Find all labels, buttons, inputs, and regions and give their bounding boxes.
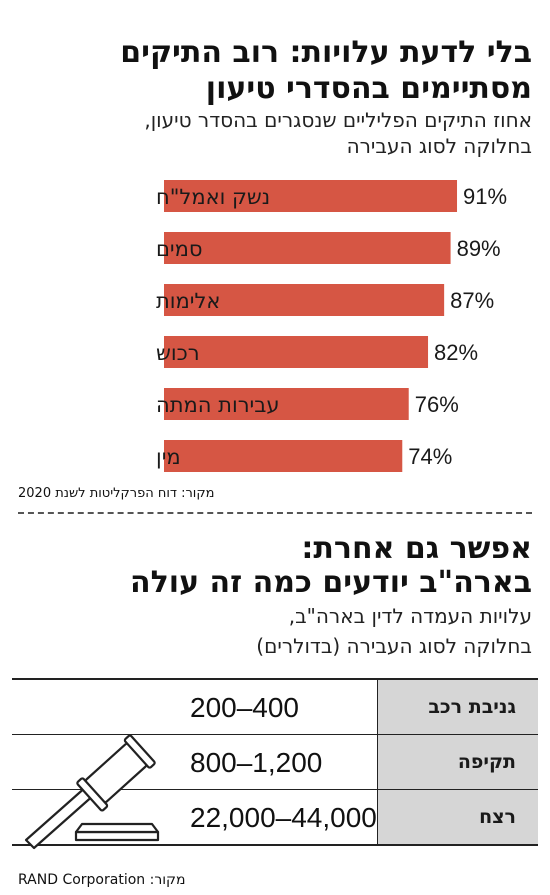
bar-category-label: רכוש xyxy=(156,341,200,365)
bar-category-label: סמים xyxy=(156,237,203,261)
table-row-label: תקיפה xyxy=(378,735,538,789)
section2-subtitle-line2: בחלוקה לסוג העבירה (בדולרים) xyxy=(256,634,532,658)
section2-title-line2: בארה"ב יודעים כמה זה עולה xyxy=(130,565,532,600)
chart-title-line2: מסתיימים בהסדרי טיעון xyxy=(205,71,532,106)
chart-subtitle-line1: אחוז התיקים הפליליים שנסגרים בהסדר טיעון… xyxy=(144,108,532,132)
section2-title-line1: אפשר גם אחרת: xyxy=(301,531,532,566)
bar-value-label: 87% xyxy=(450,288,494,313)
table-row-value: 22,000–44,000 xyxy=(178,790,378,844)
chart-source: מקור: דוח הפרקליטות לשנת 2020 xyxy=(18,486,215,501)
gavel-icon xyxy=(16,728,166,863)
table-row-label: גניבת רכב xyxy=(378,680,538,734)
bar xyxy=(164,388,409,420)
bar-category-label: מין xyxy=(156,445,181,469)
bar-chart-svg: 91% נשק ואמל"ח 89% סמים 87% אלימות 82% רכוש 76% ע… xyxy=(156,180,507,472)
table-row-value: 800–1,200 xyxy=(178,735,378,789)
chart-subtitle-line2: בחלוקה לסוג העבירה xyxy=(346,134,532,158)
bar-category-label: עבירות המתה xyxy=(156,393,280,417)
bar xyxy=(164,232,451,264)
table-row: גניבת רכב 200–400 xyxy=(12,678,538,734)
bar xyxy=(164,180,458,212)
section-divider xyxy=(18,512,532,514)
table-source: מקור: RAND Corporation xyxy=(18,872,186,888)
bar-value-label: 91% xyxy=(463,184,507,209)
bar xyxy=(164,440,403,472)
bar-value-label: 89% xyxy=(457,236,501,261)
chart-title-line1: בלי לדעת עלויות: רוב התיקים xyxy=(120,35,532,70)
table-row: רצח 22,000–44,000 xyxy=(12,789,538,846)
cost-table: גניבת רכב 200–400 תקיפה 800–1,200 רצח 22… xyxy=(12,678,538,846)
section2-subtitle-line1: עלויות העמדה לדין בארה"ב, xyxy=(288,604,532,628)
bar xyxy=(164,336,429,368)
table-row-label: רצח xyxy=(378,790,538,844)
table-row-value: 200–400 xyxy=(178,680,378,734)
bar-value-label: 74% xyxy=(408,444,452,469)
bar-value-label: 82% xyxy=(434,340,478,365)
bar-chart: 91% נשק ואמל"ח 89% סמים 87% אלימות 82% רכוש 76% ע… xyxy=(0,170,550,475)
bar-category-label: אלימות xyxy=(156,289,220,313)
bar xyxy=(164,284,445,316)
bar-category-label: נשק ואמל"ח xyxy=(156,185,270,209)
table-row: תקיפה 800–1,200 xyxy=(12,734,538,789)
bar-value-label: 76% xyxy=(415,392,459,417)
